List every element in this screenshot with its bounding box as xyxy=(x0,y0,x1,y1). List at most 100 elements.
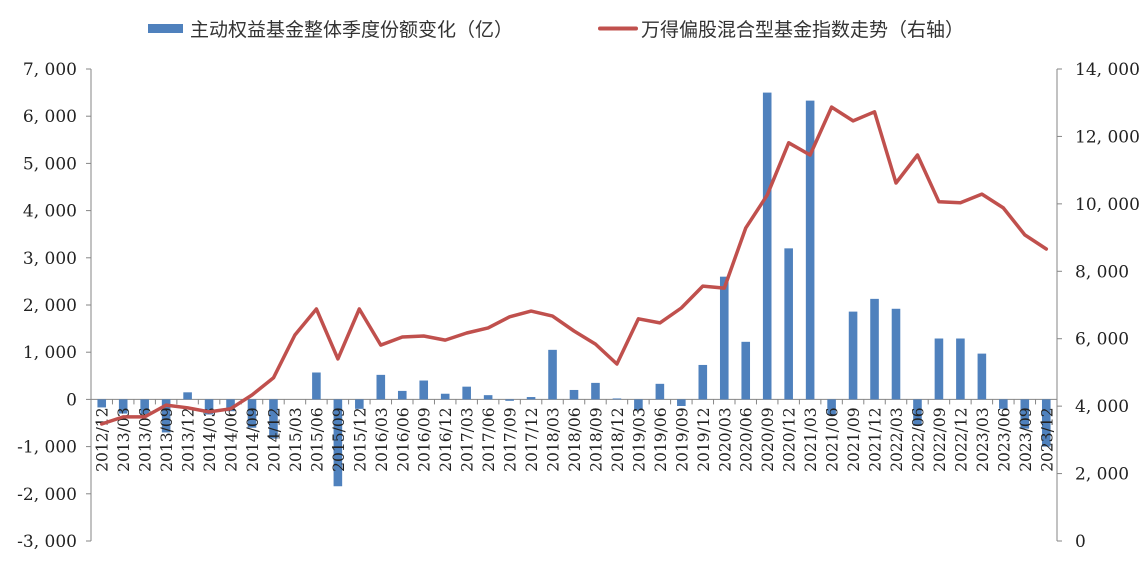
x-axis-label: 2020/06 xyxy=(738,407,756,471)
bar-2015/12 xyxy=(355,399,364,409)
x-axis-label: 2016/03 xyxy=(373,407,391,471)
bar-2021/03 xyxy=(805,100,815,400)
bar-2019/12 xyxy=(698,364,708,400)
x-axis-label: 2018/03 xyxy=(545,407,563,471)
bar-series xyxy=(97,92,1051,487)
x-axis-label: 2023/09 xyxy=(1017,407,1035,471)
x-axis-label: 2021/03 xyxy=(802,407,820,471)
bar-2018/03 xyxy=(548,349,557,400)
x-axis-label: 2013/03 xyxy=(115,407,133,471)
bar-2017/12 xyxy=(526,397,536,400)
x-axis-label: 2014/03 xyxy=(201,407,219,471)
bar-2021/12 xyxy=(870,298,879,400)
bar-2017/03 xyxy=(462,386,471,400)
bar-2014/03 xyxy=(204,399,214,415)
x-axis-label: 2016/06 xyxy=(394,407,412,471)
bar-2021/09 xyxy=(848,311,858,400)
x-axis-label: 2016/12 xyxy=(437,407,455,471)
legend-line-label: 万得偏股混合型基金指数走势（右轴） xyxy=(641,19,964,41)
bar-2018/09 xyxy=(591,382,600,400)
bar-2019/03 xyxy=(634,399,643,411)
right-axis-tick-label: 14, 000 xyxy=(1075,60,1140,80)
right-axis-tick-label: 12, 000 xyxy=(1075,127,1140,147)
x-axis-label: 2015/12 xyxy=(351,407,369,471)
bar-2017/09 xyxy=(505,399,514,401)
x-axis-label: 2019/03 xyxy=(630,407,648,471)
x-axis-label: 2023/06 xyxy=(995,407,1013,471)
bar-2012/12 xyxy=(97,399,107,408)
bar-2023/09 xyxy=(1020,399,1030,429)
x-axis-label: 2015/06 xyxy=(308,407,326,471)
left-axis-tick-label: -1, 000 xyxy=(17,438,77,458)
x-axis-label: 2022/06 xyxy=(909,407,927,471)
x-axis-label: 2023/03 xyxy=(974,407,992,471)
bar-2015/06 xyxy=(312,372,321,400)
left-axis-tick-label: 5, 000 xyxy=(23,154,77,174)
legend-bar-label: 主动权益基金整体季度份额变化（亿） xyxy=(190,19,513,41)
right-axis-tick-label: 10, 000 xyxy=(1075,195,1140,215)
x-axis-label: 2013/09 xyxy=(158,407,176,471)
x-axis-label: 2019/06 xyxy=(652,407,670,471)
bar-2019/09 xyxy=(677,399,686,407)
bar-2021/06 xyxy=(827,399,836,415)
bar-2020/12 xyxy=(784,248,793,400)
legend-item-bar: 主动权益基金整体季度份额变化（亿） xyxy=(148,19,513,41)
bar-2014/06 xyxy=(226,399,235,412)
x-axis-label: 2014/12 xyxy=(265,407,283,471)
right-axis-tick-label: 6, 000 xyxy=(1075,330,1129,350)
x-axis-label: 2015/03 xyxy=(287,407,305,471)
x-axis-label: 2014/09 xyxy=(244,407,262,471)
x-axis-label: 2021/06 xyxy=(824,407,842,471)
x-axis-label: 2017/03 xyxy=(459,407,477,471)
bar-2022/09 xyxy=(934,338,944,400)
x-axis-labels: 2012/12 2013/03 2013/06 2013/09 2013/12 2014/… xyxy=(94,407,1057,471)
left-axis-tick-label: 0 xyxy=(66,390,77,410)
legend-bar-swatch-icon xyxy=(148,24,183,33)
left-axis-tick-label: 4, 000 xyxy=(23,202,77,222)
left-axis-tick-label: 2, 000 xyxy=(23,296,77,316)
left-axis-tick-label: -3, 000 xyxy=(17,532,77,552)
x-axis-label: 2017/12 xyxy=(523,407,541,471)
bar-2013/12 xyxy=(183,392,192,400)
x-axis-label: 2020/03 xyxy=(716,407,734,471)
x-axis-label: 2013/12 xyxy=(180,407,198,471)
bar-2020/09 xyxy=(762,92,772,400)
bar-2014/12 xyxy=(269,399,278,439)
bar-2015/09 xyxy=(333,399,343,487)
x-axis-label: 2012/12 xyxy=(94,407,112,471)
bar-2016/09 xyxy=(419,380,429,400)
x-axis-label: 2020/12 xyxy=(781,407,799,471)
x-axis-label: 2022/12 xyxy=(952,407,970,471)
x-axis-label: 2013/06 xyxy=(137,407,155,471)
index-line xyxy=(99,105,1049,426)
x-axis-label: 2022/03 xyxy=(888,407,906,471)
right-axis-tick-label: 0 xyxy=(1075,532,1086,552)
left-axis-tick-label: 3, 000 xyxy=(23,249,77,269)
bar-2019/06 xyxy=(655,383,665,400)
x-axis-label: 2021/09 xyxy=(845,407,863,471)
legend: 主动权益基金整体季度份额变化（亿） 万得偏股混合型基金指数走势（右轴） xyxy=(148,19,964,41)
legend-item-line: 万得偏股混合型基金指数走势（右轴） xyxy=(598,19,964,41)
bar-2020/06 xyxy=(741,341,751,400)
x-axis-label: 2018/09 xyxy=(587,407,605,471)
x-axis-label: 2017/09 xyxy=(502,407,520,471)
bar-2013/03 xyxy=(118,399,128,414)
right-axis-tick-label: 8, 000 xyxy=(1075,262,1129,282)
x-axis-label: 2015/09 xyxy=(330,407,348,471)
x-axis-label: 2022/09 xyxy=(931,407,949,471)
bar-2022/06 xyxy=(913,399,922,426)
bar-2016/12 xyxy=(440,393,450,400)
x-axis-label: 2018/06 xyxy=(566,407,584,471)
line-series xyxy=(99,105,1049,426)
bar-2013/06 xyxy=(140,399,149,415)
bar-2023/03 xyxy=(977,353,987,400)
x-axis-label: 2020/09 xyxy=(759,407,777,471)
bar-2022/12 xyxy=(956,338,965,400)
bar-2023/06 xyxy=(999,399,1008,409)
bar-2018/12 xyxy=(612,398,622,400)
x-axis-label: 2019/12 xyxy=(695,407,713,471)
right-axis-tick-label: 4, 000 xyxy=(1075,397,1129,417)
x-axis-label: 2018/12 xyxy=(609,407,627,471)
left-axis-tick-label: 7, 000 xyxy=(23,60,77,80)
